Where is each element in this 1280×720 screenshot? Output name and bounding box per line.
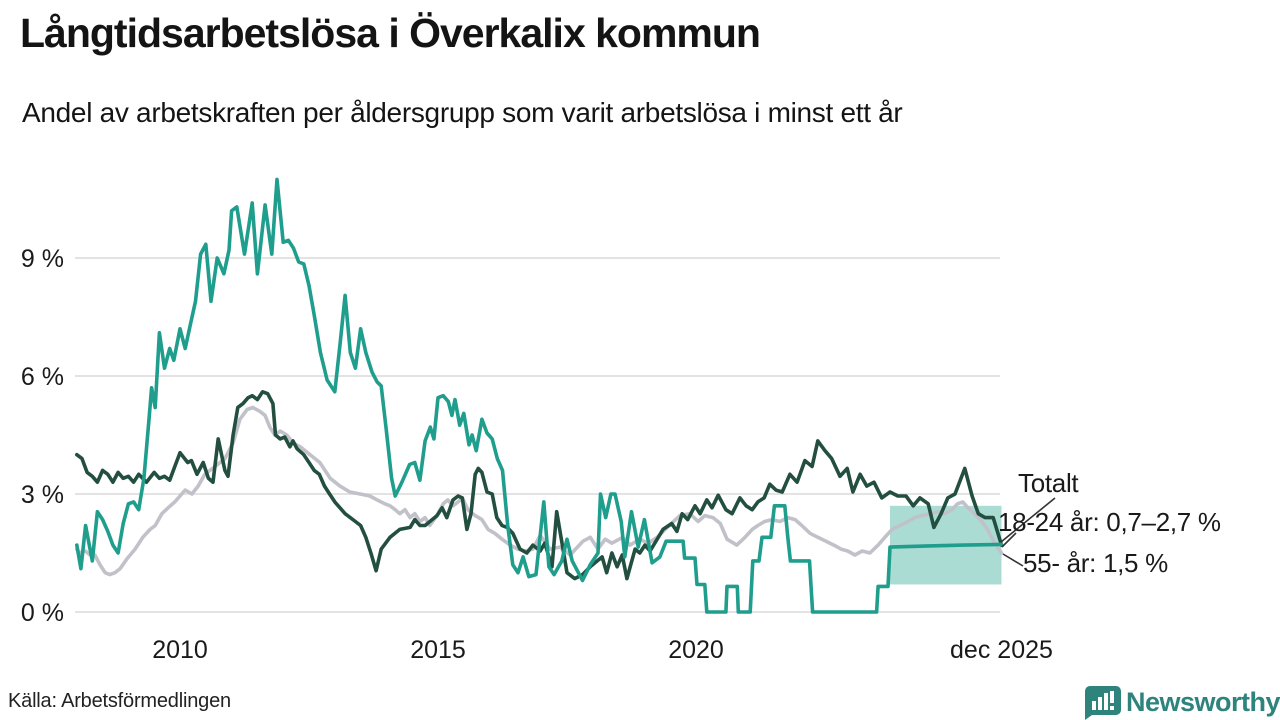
series-line-age_55 bbox=[75, 405, 1004, 577]
page-subtitle: Andel av arbetskraften per åldersgrupp s… bbox=[22, 97, 903, 128]
y-tick-label: 0 % bbox=[21, 599, 64, 627]
y-tick-label: 6 % bbox=[21, 363, 64, 391]
leader-line-18-24 bbox=[1001, 532, 1017, 548]
leader-line-totalt bbox=[1000, 497, 1056, 543]
plot-area: 0 % 3 % 6 % 9 % 2010 2015 2020 dec 2025 bbox=[21, 177, 1053, 664]
series-line-totalt bbox=[75, 389, 1004, 581]
newsworthy-logo-icon bbox=[1085, 686, 1121, 720]
annotation-55: 55- år: 1,5 % bbox=[1023, 548, 1168, 578]
x-tick-label: 2015 bbox=[410, 636, 466, 664]
y-tick-label: 3 % bbox=[21, 481, 64, 509]
x-tick-label: dec 2025 bbox=[950, 636, 1053, 664]
annotation-totalt: Totalt bbox=[1018, 468, 1079, 498]
newsworthy-wordmark: Newsworthy bbox=[1126, 687, 1280, 717]
x-tick-label: 2020 bbox=[668, 636, 724, 664]
source-note: Källa: Arbetsförmedlingen bbox=[8, 690, 231, 712]
leader-line-55 bbox=[1002, 553, 1024, 567]
x-tick-label: 2010 bbox=[152, 636, 208, 664]
series-line-age_18_24 bbox=[75, 177, 1004, 614]
annotation-18-24: 18-24 år: 0,7–2,7 % bbox=[998, 507, 1221, 537]
page-title: Långtidsarbetslösa i Överkalix kommun bbox=[20, 10, 761, 56]
y-tick-label: 9 % bbox=[21, 245, 64, 273]
